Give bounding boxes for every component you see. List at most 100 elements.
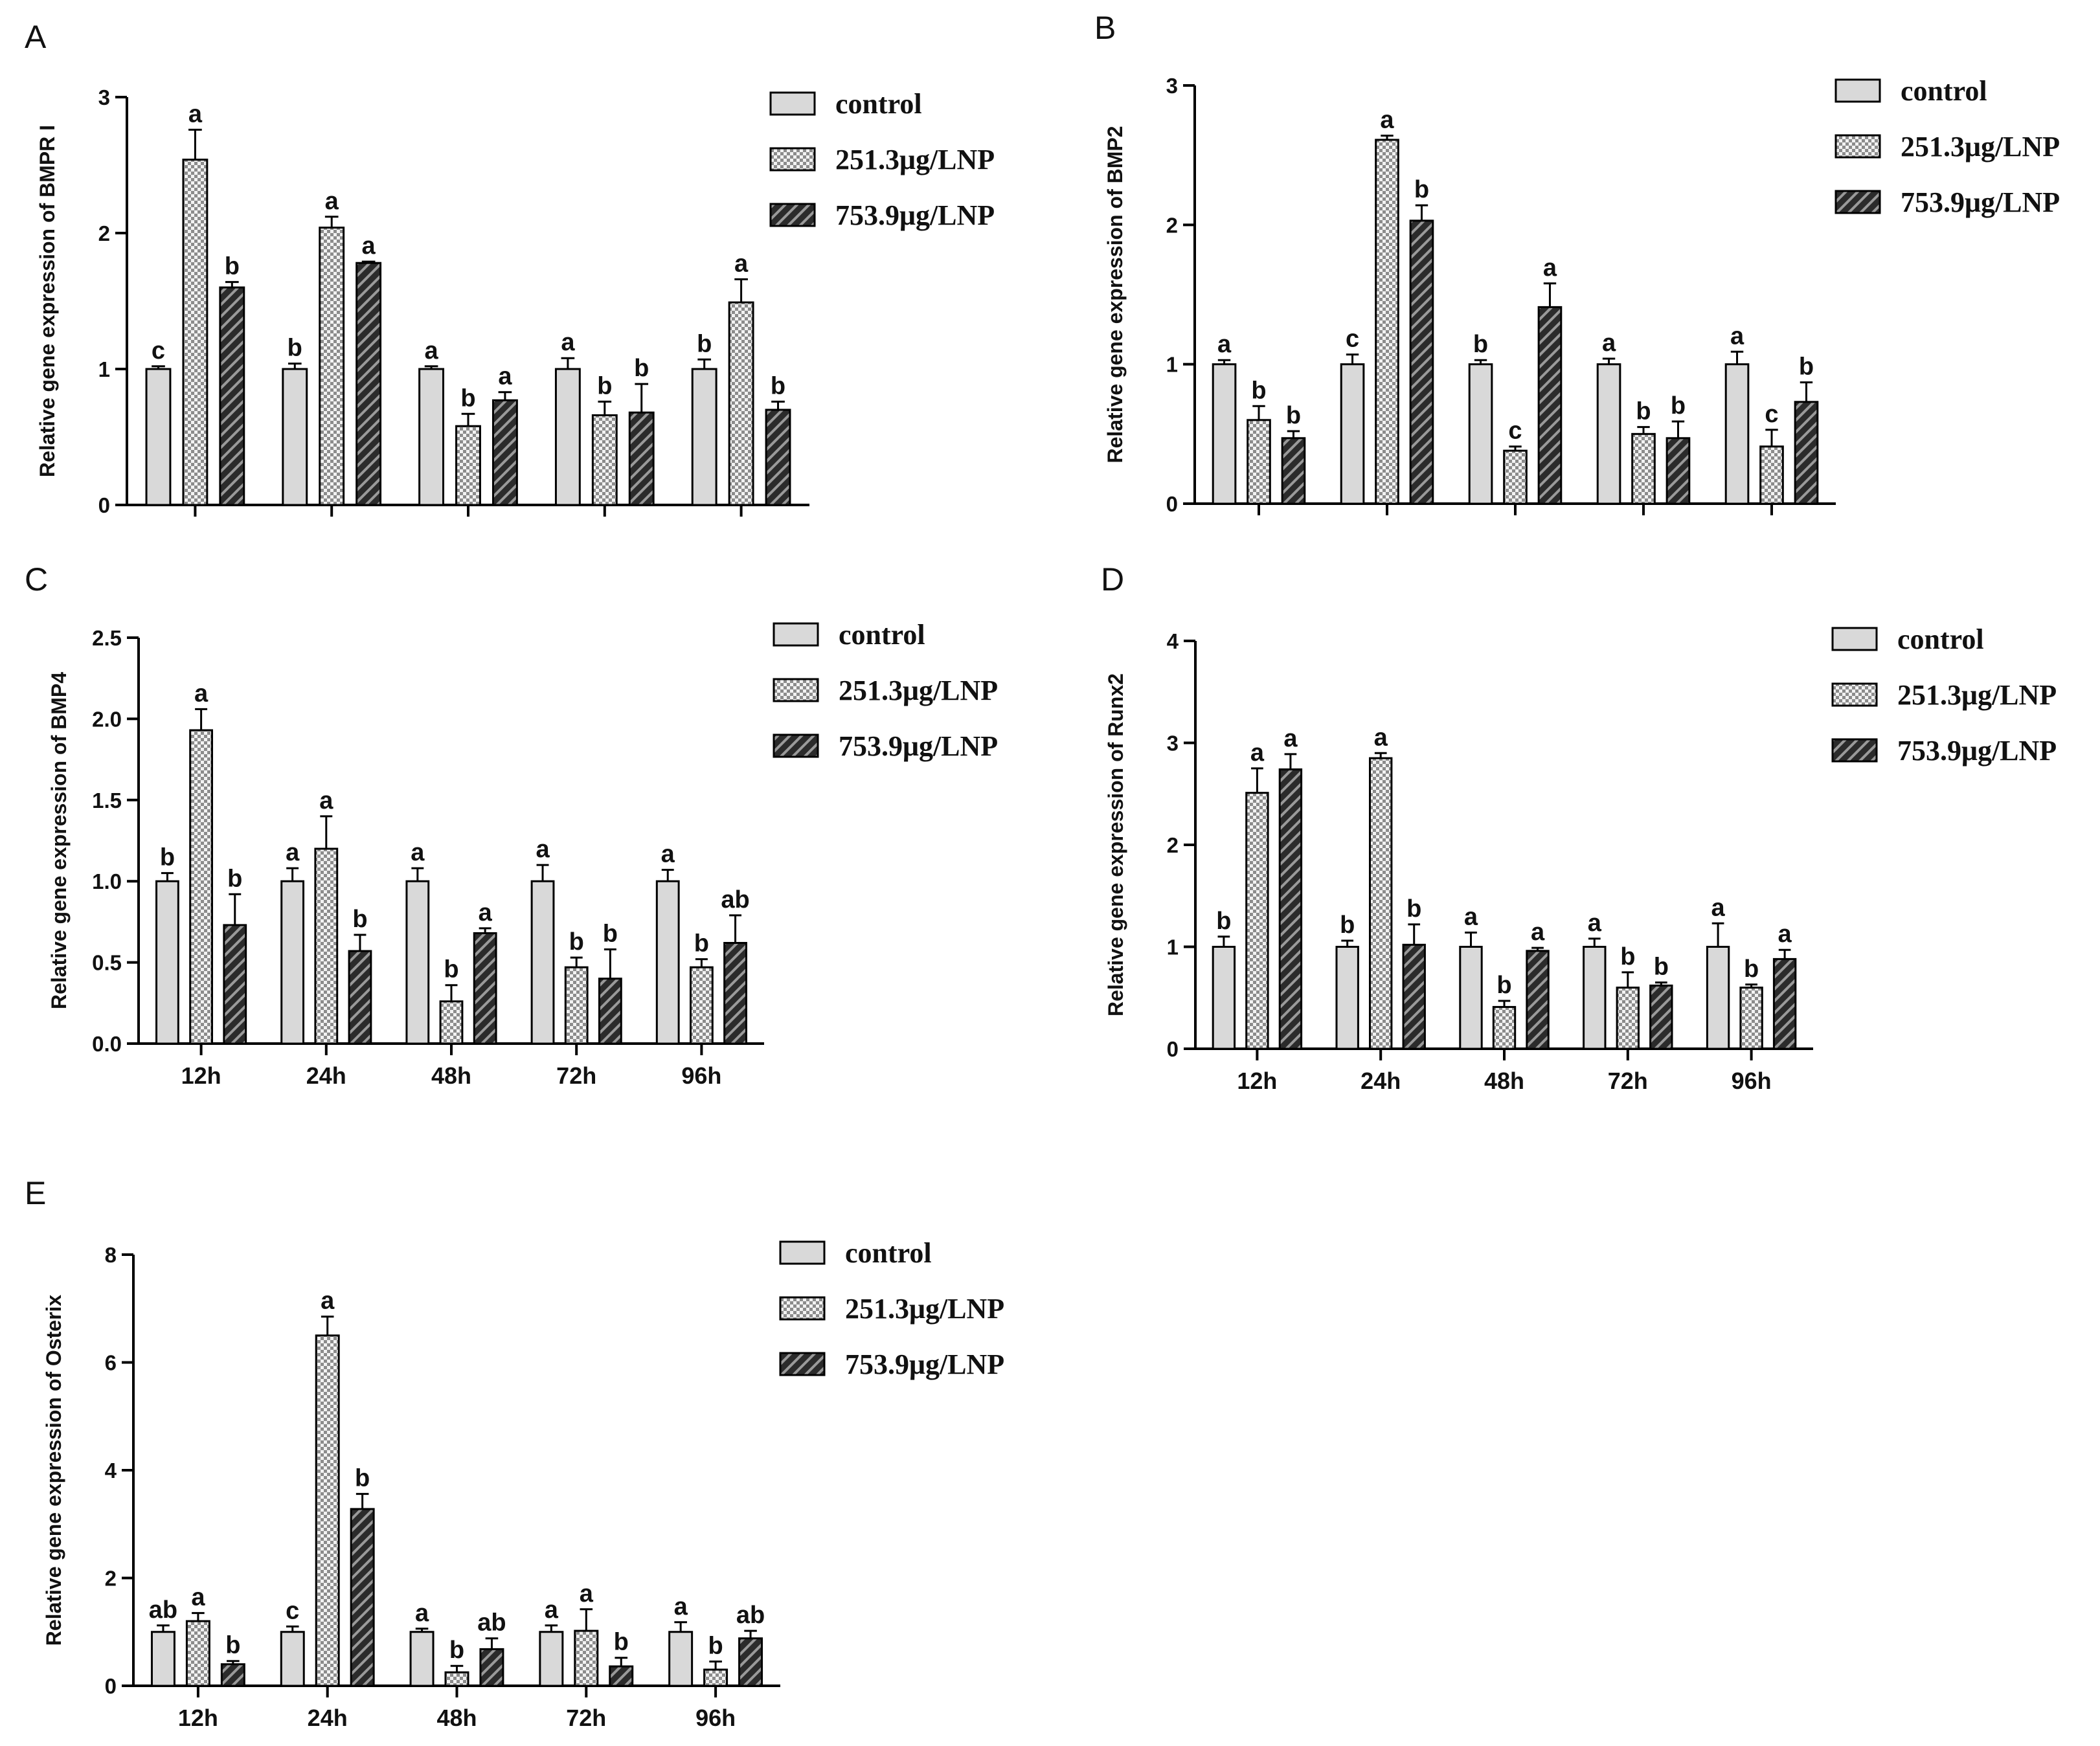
bar xyxy=(598,978,622,1045)
y-tick-label: 0 xyxy=(98,493,110,517)
significance-letter: a xyxy=(498,363,512,390)
significance-letter: a xyxy=(1374,724,1388,751)
bar xyxy=(564,966,589,1045)
significance-letter: b xyxy=(1636,398,1651,425)
bar xyxy=(1335,946,1359,1050)
bar xyxy=(491,399,518,506)
significance-letter: a xyxy=(536,836,550,863)
y-tick-label: 2 xyxy=(105,1567,117,1591)
bar xyxy=(439,1000,464,1045)
y-axis-label: Relative gene expression of BMP4 xyxy=(47,672,71,1009)
bar xyxy=(150,1631,175,1687)
legend-label: 753.9μg/LNP xyxy=(839,730,998,762)
significance-letter: a xyxy=(1217,331,1232,358)
significance-letter: ab xyxy=(477,1609,506,1637)
bar xyxy=(691,368,717,506)
significance-letter: a xyxy=(1711,894,1726,921)
y-tick-label: 1 xyxy=(1167,935,1179,959)
significance-letter: b xyxy=(1406,895,1421,923)
bar xyxy=(1772,957,1797,1050)
y-tick-label: 6 xyxy=(105,1351,117,1375)
legend-label: control xyxy=(1901,75,1987,107)
y-tick-label: 2.5 xyxy=(92,626,122,650)
significance-letter: b xyxy=(694,930,709,957)
bar xyxy=(609,1665,634,1687)
legend-swatch xyxy=(769,203,816,227)
legend-label: 753.9μg/LNP xyxy=(1901,186,2060,218)
significance-letter: b xyxy=(227,865,242,892)
y-axis-label: Relative gene expression of BMP2 xyxy=(1103,126,1127,463)
panel-letter: B xyxy=(1094,10,1116,46)
x-category-label: 24h xyxy=(306,1062,346,1089)
bar xyxy=(319,227,345,506)
x-category-label: 48h xyxy=(436,1705,477,1731)
legend-swatch xyxy=(773,733,819,758)
bar xyxy=(723,942,747,1045)
significance-letter: a xyxy=(1380,107,1394,134)
significance-letter: b xyxy=(1414,176,1429,203)
y-tick-label: 4 xyxy=(105,1459,117,1483)
significance-letter: b xyxy=(569,928,584,956)
significance-letter: b xyxy=(1473,331,1488,358)
bar xyxy=(409,1631,435,1687)
bar xyxy=(220,1663,245,1687)
y-tick-label: 0 xyxy=(1166,492,1178,516)
bar xyxy=(155,880,179,1045)
bar xyxy=(182,159,209,506)
legend-swatch xyxy=(1831,738,1878,763)
bar xyxy=(703,1668,728,1687)
panel-letter: E xyxy=(25,1175,46,1211)
bar xyxy=(473,932,497,1045)
y-tick-label: 3 xyxy=(1166,74,1178,98)
bar xyxy=(1739,987,1763,1050)
significance-letter: a xyxy=(1602,330,1616,357)
legend-label: 753.9μg/LNP xyxy=(845,1349,1004,1380)
significance-letter: c xyxy=(1508,418,1522,445)
legend-label: control xyxy=(835,88,922,120)
x-category-label: 72h xyxy=(1608,1068,1648,1094)
significance-letter: b xyxy=(1744,956,1759,983)
bar xyxy=(1468,363,1493,505)
legend-label: 753.9μg/LNP xyxy=(835,199,995,231)
y-axis-label: Relative gene expression of Runx2 xyxy=(1104,673,1127,1016)
x-category-label: 96h xyxy=(681,1062,721,1089)
significance-letter: a xyxy=(1531,919,1545,946)
bar xyxy=(350,1508,375,1687)
significance-letter: b xyxy=(634,355,649,382)
significance-letter: b xyxy=(225,253,240,280)
bar xyxy=(1340,363,1365,505)
significance-letter: a xyxy=(194,680,209,707)
bar xyxy=(1526,950,1550,1050)
bar xyxy=(765,409,791,506)
significance-letter: a xyxy=(362,232,376,260)
bar xyxy=(628,411,655,506)
bar xyxy=(145,368,172,506)
legend-swatch xyxy=(773,622,819,647)
legend-label: control xyxy=(845,1237,932,1269)
y-tick-label: 3 xyxy=(98,85,110,109)
significance-letter: b xyxy=(597,372,612,399)
bar xyxy=(728,301,754,506)
significance-letter: a xyxy=(561,329,575,356)
bar xyxy=(444,1671,469,1687)
y-tick-label: 0.5 xyxy=(92,951,122,975)
legend-label: 753.9μg/LNP xyxy=(1897,735,2057,767)
legend-label: control xyxy=(1897,623,1984,655)
x-category-label: 12h xyxy=(181,1062,221,1089)
bar xyxy=(1616,987,1640,1050)
significance-letter: a xyxy=(580,1580,594,1607)
significance-letter: b xyxy=(1654,954,1669,981)
bar xyxy=(418,368,445,506)
y-tick-label: 1 xyxy=(1166,353,1178,377)
significance-letter: a xyxy=(1543,254,1557,282)
x-category-label: 12h xyxy=(1237,1068,1277,1094)
bar xyxy=(1375,139,1399,505)
y-tick-label: 0.0 xyxy=(92,1032,122,1056)
bar xyxy=(1247,419,1271,505)
significance-letter: a xyxy=(411,839,425,866)
significance-letter: a xyxy=(321,1288,335,1315)
chart-panel-e: E 0 2 4 6 8 Relative gene expression of Osteri… xyxy=(25,1175,1004,1731)
significance-letter: a xyxy=(325,188,339,215)
legend-swatch xyxy=(779,1240,826,1265)
